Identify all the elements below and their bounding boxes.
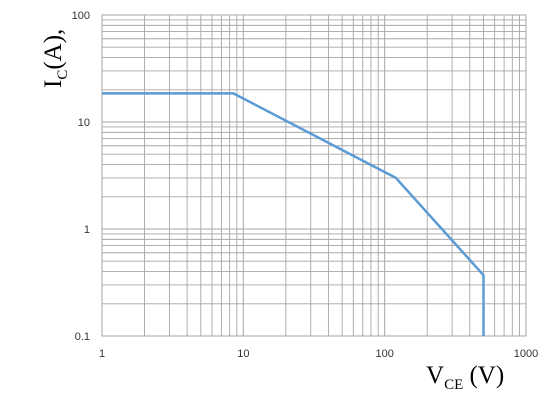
soa-boundary-line <box>102 92 485 336</box>
y-tick-label: 100 <box>72 10 90 22</box>
y-axis-label: IC(A), <box>6 20 71 90</box>
y-tick-label: 10 <box>78 117 90 129</box>
x-axis-label: VCE (V) <box>426 362 536 396</box>
x-tick-label: 1000 <box>514 348 538 360</box>
x-axis-label-sub: CE <box>444 377 464 393</box>
y-axis-label-main: I <box>40 79 67 88</box>
x-axis-label-main: V <box>426 362 445 389</box>
y-tick-label: 0.1 <box>75 331 90 343</box>
series-layer <box>102 92 485 336</box>
x-tick-labels: 1 10 100 1000 <box>99 348 538 360</box>
major-grid <box>101 14 527 337</box>
x-tick-label: 1 <box>99 348 105 360</box>
y-tick-label: 1 <box>84 224 90 236</box>
y-axis-label-sub: C <box>55 69 71 80</box>
x-tick-label: 100 <box>375 348 393 360</box>
y-tick-labels: 0.1 1 10 100 <box>72 10 90 343</box>
minor-grid <box>102 15 526 336</box>
plot-border <box>101 14 527 337</box>
x-tick-label: 10 <box>237 348 249 360</box>
x-axis-label-rest: (V) <box>463 362 505 389</box>
y-axis-label-rest: (A), <box>40 28 67 70</box>
